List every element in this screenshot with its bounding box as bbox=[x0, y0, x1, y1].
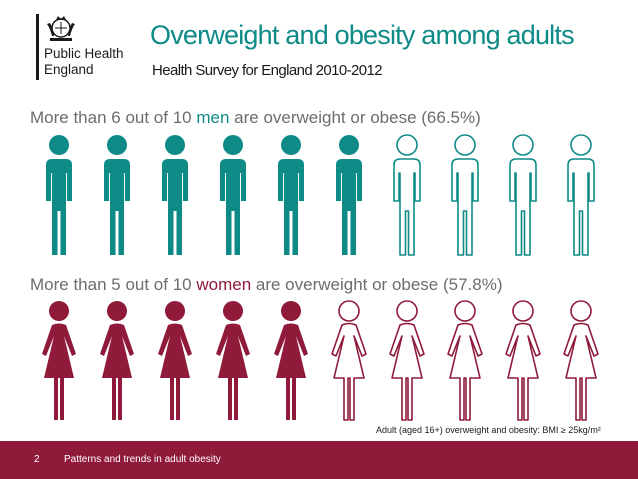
man-icon bbox=[220, 135, 246, 255]
man-icon bbox=[104, 135, 130, 255]
logo-line-1: Public Health bbox=[44, 46, 124, 61]
woman-icon bbox=[158, 301, 192, 420]
woman-icon bbox=[42, 301, 76, 420]
woman-icon bbox=[389, 300, 425, 421]
page-title: Overweight and obesity among adults bbox=[150, 20, 575, 50]
logo-bar bbox=[36, 14, 39, 80]
men-stat-text: More than 6 out of 10 men are overweight… bbox=[30, 108, 481, 128]
woman-icon bbox=[447, 300, 483, 421]
woman-icon bbox=[100, 301, 134, 420]
men-stat-suffix: are overweight or obese (66.5%) bbox=[229, 108, 481, 127]
footer-text: Patterns and trends in adult obesity bbox=[64, 454, 221, 465]
man-icon bbox=[336, 135, 362, 255]
women-stat-text: More than 5 out of 10 women are overweig… bbox=[30, 275, 503, 295]
man-icon bbox=[278, 135, 304, 255]
logo-line-2: England bbox=[44, 62, 94, 77]
women-stat-suffix: are overweight or obese (57.8%) bbox=[251, 275, 503, 294]
men-highlight: men bbox=[196, 108, 230, 127]
woman-icon bbox=[505, 300, 541, 421]
footer-bar: 2 Patterns and trends in adult obesity bbox=[0, 441, 638, 479]
page-number: 2 bbox=[34, 454, 40, 465]
woman-icon bbox=[331, 300, 367, 421]
woman-icon bbox=[274, 301, 308, 420]
men-pictogram-row bbox=[32, 133, 608, 257]
women-pictogram-row bbox=[32, 298, 608, 424]
women-stat-prefix: More than 5 out of 10 bbox=[30, 275, 197, 294]
footnote: Adult (aged 16+) overweight and obesity:… bbox=[376, 425, 601, 435]
logo-text: Public Health England bbox=[44, 46, 124, 78]
man-icon bbox=[393, 134, 421, 256]
man-icon bbox=[509, 134, 537, 256]
woman-icon bbox=[563, 300, 599, 421]
man-icon bbox=[162, 135, 188, 255]
man-icon bbox=[451, 134, 479, 256]
women-highlight: women bbox=[196, 275, 252, 294]
men-stat-prefix: More than 6 out of 10 bbox=[30, 108, 197, 127]
man-icon bbox=[567, 134, 595, 256]
page-subtitle: Health Survey for England 2010-2012 bbox=[152, 62, 383, 79]
crest-icon bbox=[47, 16, 75, 41]
phe-logo: Public Health England bbox=[36, 14, 146, 84]
man-icon bbox=[46, 135, 72, 255]
woman-icon bbox=[216, 301, 250, 420]
